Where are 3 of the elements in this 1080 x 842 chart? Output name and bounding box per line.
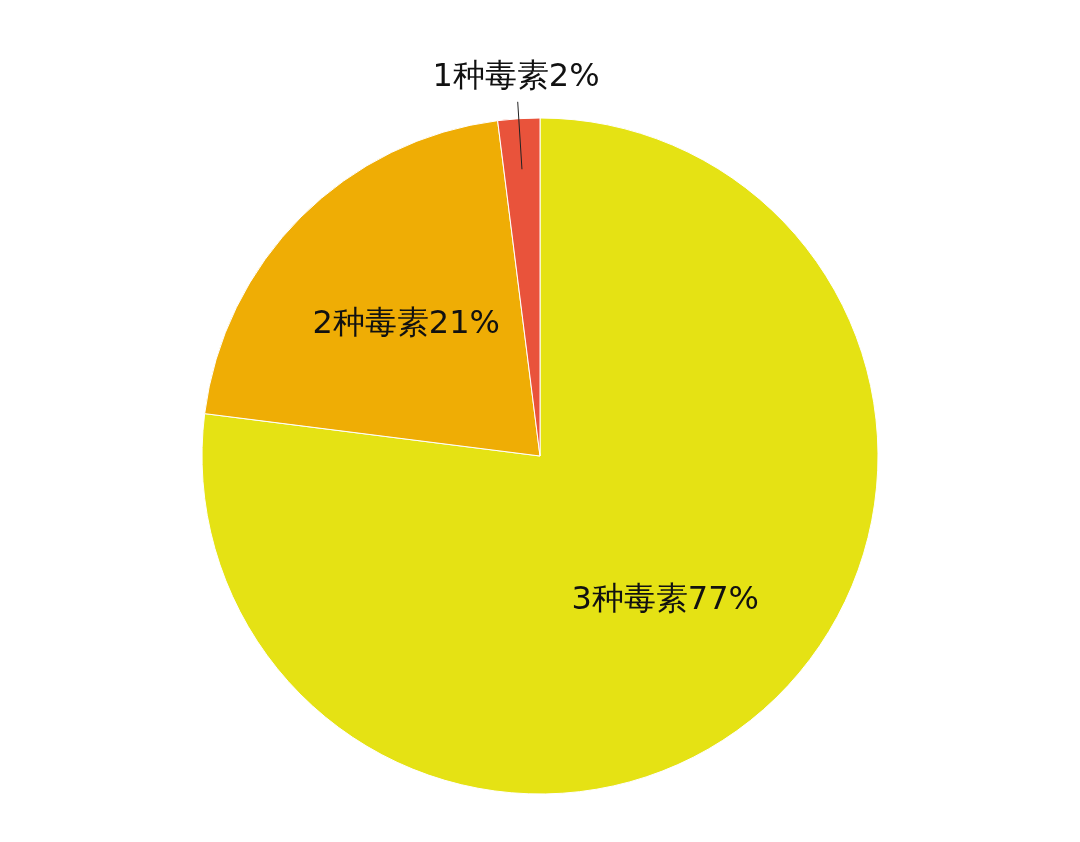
slice-label: 2种毒素21% bbox=[312, 303, 500, 342]
slice-label: 3种毒素77% bbox=[571, 578, 759, 617]
slice-label: 1种毒素2% bbox=[432, 55, 600, 94]
